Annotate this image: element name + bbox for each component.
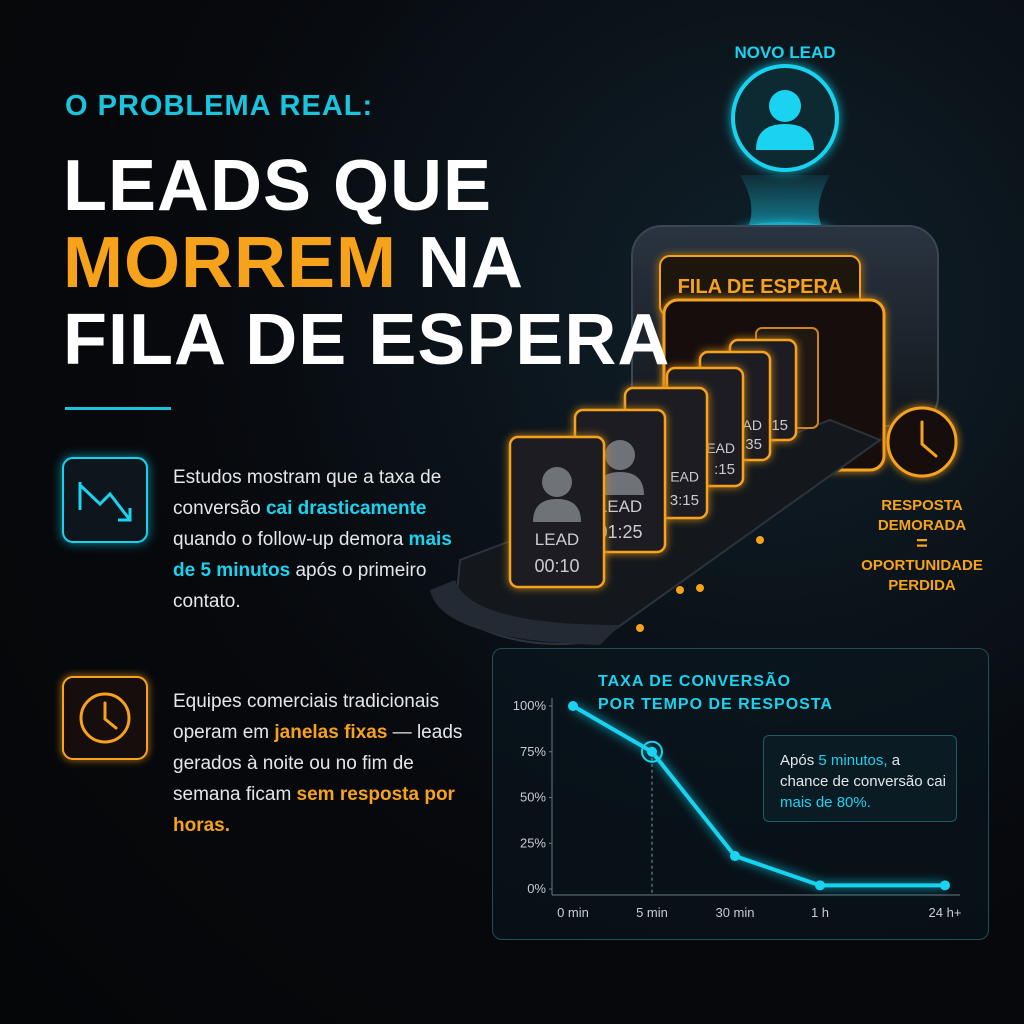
headline-span: NA	[396, 223, 524, 303]
headline: LEADS QUE MORREM NA FILA DE ESPERA	[63, 148, 670, 379]
card-time: 3:15	[670, 492, 699, 509]
x-tick-label: 30 min	[715, 905, 754, 920]
headline-span: MORREM	[63, 223, 397, 303]
data-point	[815, 880, 825, 891]
y-tick-label: 75%	[520, 744, 546, 759]
x-tick-label: 24 h+	[929, 905, 962, 920]
light	[636, 624, 644, 632]
y-tick-label: 0%	[527, 881, 546, 896]
callout-text: =	[916, 533, 928, 555]
data-point	[647, 746, 657, 757]
annotation-span: mais de 80%.	[780, 794, 871, 811]
text-span: mais de 5 minutos	[173, 529, 452, 581]
divider	[65, 407, 171, 410]
data-point	[940, 880, 950, 891]
card-time: 01:25	[597, 522, 642, 542]
card-label: EAD	[670, 469, 699, 485]
text-span: cai drasticamente	[265, 498, 427, 519]
card-time: :15	[714, 461, 735, 478]
clock-hands	[920, 420, 938, 458]
callout-text: OPORTUNIDADE	[861, 557, 983, 574]
card-avatar	[596, 472, 644, 495]
incoming-label: NOVO LEAD	[734, 43, 835, 62]
x-tick-label: 5 min	[636, 905, 668, 920]
conveyor-edge	[430, 580, 620, 645]
chart-title: POR TEMPO DE RESPOSTA	[598, 696, 833, 713]
callout-text: DEMORADA	[878, 517, 966, 534]
annotation-span: a chance de conversão cai	[780, 752, 946, 790]
card-time: 00:10	[534, 556, 579, 576]
kicker: O PROBLEMA REAL:	[65, 90, 374, 122]
lead-head	[769, 90, 801, 122]
card-avatar	[605, 440, 635, 470]
chart-title: TAXA DE CONVERSÃO	[598, 670, 791, 690]
card-time: :35	[741, 436, 762, 453]
annotation-span: 5 minutos,	[818, 752, 888, 769]
text-span: Estudos mostram que a taxa de conversão	[173, 467, 442, 519]
data-point	[568, 701, 578, 711]
light	[676, 586, 684, 594]
headline-span: FILA DE ESPERA	[63, 300, 671, 380]
trend-arrow	[78, 482, 132, 522]
y-tick-label: 25%	[520, 835, 546, 850]
highlight-ring	[641, 740, 663, 763]
headline-line: FILA DE ESPERA	[63, 302, 670, 379]
text-span: janelas fixas	[274, 722, 388, 743]
card-time: 15	[771, 417, 788, 434]
card-label: AD	[743, 417, 762, 433]
clock-icon-hands	[103, 701, 118, 730]
callout-text: RESPOSTA	[881, 497, 963, 514]
callout-text: PERDIDA	[888, 577, 956, 594]
light	[696, 584, 704, 592]
headline-line: MORREM NA	[63, 225, 670, 302]
text-span: sem resposta por horas.	[173, 784, 455, 836]
annotation-span: Após	[780, 752, 819, 769]
text-span: após o primeiro contato.	[173, 560, 427, 612]
headline-span: LEADS QUE	[63, 146, 493, 226]
text-span: quando o follow-up demora	[173, 529, 409, 550]
x-tick-label: 1 h	[811, 905, 829, 920]
y-tick-label: 100%	[513, 698, 547, 713]
queue-label: FILA DE ESPERA	[678, 276, 843, 298]
callout: RESPOSTA DEMORADA= OPORTUNIDADE PERDIDA	[861, 497, 983, 594]
light	[756, 536, 764, 544]
clock-icon-face	[79, 692, 131, 744]
lead-body	[756, 124, 814, 150]
y-tick-label: 50%	[520, 790, 546, 805]
card-avatar	[533, 499, 581, 522]
card-avatar	[542, 467, 572, 497]
x-tick-label: 0 min	[557, 905, 589, 920]
point-text: Equipes comerciais tradicionais operam e…	[173, 686, 463, 841]
text-span: — leads gerados à noite ou no fim de sem…	[173, 722, 463, 805]
headline-line: LEADS QUE	[63, 148, 670, 225]
text-span: Equipes comerciais tradicionais operam e…	[173, 691, 440, 743]
cards: 15 AD :35 EAD :15 EAD 3:15 LEAD 01:25 LEAD 00:10	[508, 338, 798, 589]
point-text: Estudos mostram que a taxa de conversão …	[173, 462, 463, 617]
card-label: LEAD	[535, 530, 579, 549]
beam	[740, 175, 830, 232]
card-label: LEAD	[598, 497, 642, 516]
chart-annotation: Após 5 minutos, a chance de conversão ca…	[763, 735, 957, 822]
card-label: EAD	[706, 440, 735, 456]
data-point	[730, 851, 740, 862]
